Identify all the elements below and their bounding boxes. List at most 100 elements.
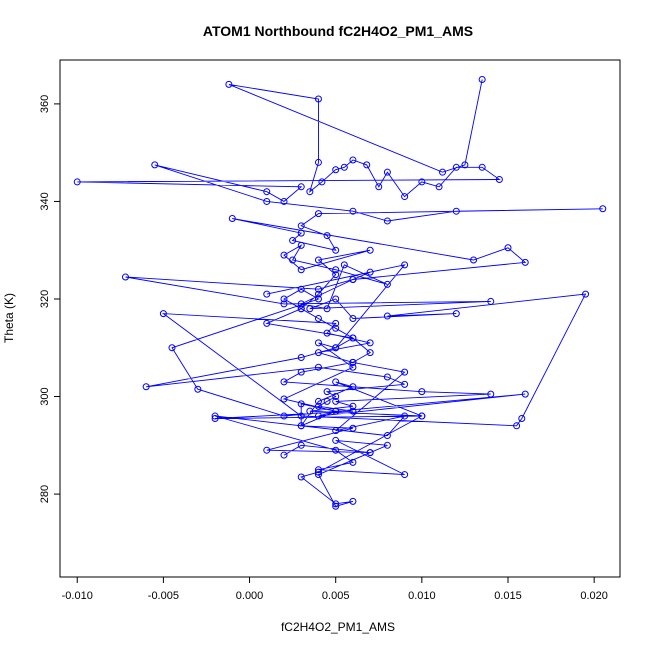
data-point [314,412,322,420]
x-tick-label: -0.010 [62,590,93,602]
data-point [521,258,529,266]
data-point [349,402,357,410]
series-line [77,79,603,507]
data-point [297,229,305,237]
data-point [314,295,322,303]
data-point [366,339,374,347]
data-point [318,178,326,186]
data-point [487,390,495,398]
data-point [314,339,322,347]
data-point [314,95,322,103]
data-point [151,161,159,169]
data-point [418,388,426,396]
data-point [366,246,374,254]
data-point [470,256,478,264]
data-point [349,156,357,164]
data-point [495,175,503,183]
data-point [504,244,512,252]
data-point [323,232,331,240]
data-point [263,290,271,298]
data-point [363,161,371,169]
x-tick-label: 0.005 [322,590,350,602]
data-point [332,378,340,386]
data-point [401,412,409,420]
data-point [375,183,383,191]
data-point [314,466,322,474]
data-point [314,158,322,166]
x-tick-label: 0.015 [494,590,522,602]
data-point [280,378,288,386]
data-point [452,310,460,318]
data-point [323,397,331,405]
x-tick-label: 0.010 [408,590,436,602]
data-point [73,178,81,186]
data-point [297,354,305,362]
data-point [263,319,271,327]
data-point [297,241,305,249]
data-point [366,449,374,457]
data-point [332,446,340,454]
data-point [211,412,219,420]
data-point [280,412,288,420]
data-point [349,407,357,415]
data-point [478,163,486,171]
data-point [297,222,305,230]
data-point [306,407,314,415]
data-point [297,473,305,481]
data-point [297,266,305,274]
data-point [349,497,357,505]
data-point [297,285,305,293]
data-point [383,217,391,225]
data-point [280,451,288,459]
data-point [280,295,288,303]
data-point [349,363,357,371]
data-point [383,312,391,320]
data-point [306,188,314,196]
data-point [332,319,340,327]
y-axis: 280 300 320 340 360 [39,95,60,503]
data-point [452,207,460,215]
data-point [228,215,236,223]
data-point [383,432,391,440]
data-point [225,80,233,88]
data-point [297,441,305,449]
data-point [349,424,357,432]
data-point [332,427,340,435]
data-point [263,188,271,196]
y-axis-label: Theta (K) [2,293,16,343]
data-point [314,285,322,293]
data-point [401,368,409,376]
data-point [383,280,391,288]
data-point [289,256,297,264]
data-point [487,297,495,305]
data-point [599,205,607,213]
data-point [435,183,443,191]
data-point [332,436,340,444]
y-tick-label: 340 [39,192,51,210]
data-point [401,380,409,388]
data-point [314,363,322,371]
data-point [349,334,357,342]
data-point [314,402,322,410]
data-point [383,168,391,176]
data-point [314,468,322,476]
data-point [418,412,426,420]
chart-title: ATOM1 Northbound fC2H4O2_PM1_AMS [203,23,473,39]
data-point [314,210,322,218]
data-point [314,397,322,405]
x-tick-label: 0.020 [580,590,608,602]
data-point [332,502,340,510]
data-point [297,400,305,408]
data-point [314,315,322,322]
data-point [513,422,521,430]
data-point [297,183,305,191]
data-point [332,271,340,279]
data-point [383,373,391,381]
plot-area-frame [59,59,621,578]
data-point [306,305,314,313]
data-point [297,305,305,313]
data-point [439,168,447,176]
data-point [332,500,340,508]
data-point [349,458,357,466]
data-point [142,383,150,391]
